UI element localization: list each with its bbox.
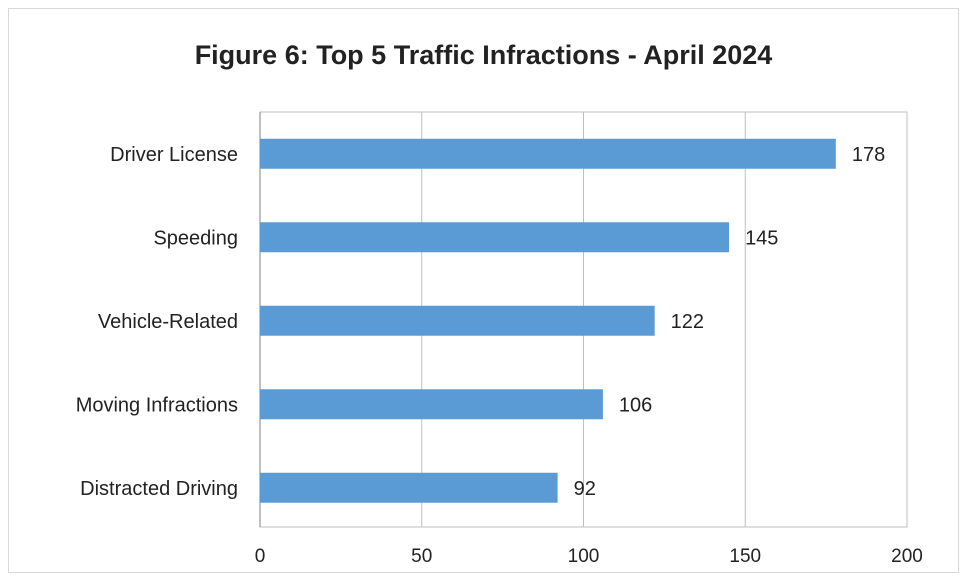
category-label: Moving Infractions bbox=[76, 394, 238, 416]
bar bbox=[260, 138, 836, 169]
bar bbox=[260, 389, 603, 420]
bar bbox=[260, 222, 730, 253]
data-label: 178 bbox=[852, 144, 885, 166]
chart-title: Figure 6: Top 5 Traffic Infractions - Ap… bbox=[194, 40, 773, 70]
data-label: 92 bbox=[574, 478, 596, 500]
x-tick-label: 0 bbox=[255, 546, 266, 567]
data-label: 122 bbox=[671, 311, 704, 333]
category-label: Driver License bbox=[110, 144, 238, 166]
bar bbox=[260, 472, 558, 503]
category-labels: Driver License Speeding Vehicle-Related Mov… bbox=[76, 144, 238, 500]
bar bbox=[260, 305, 655, 336]
bars bbox=[260, 138, 836, 503]
category-label: Distracted Driving bbox=[80, 478, 238, 500]
x-tick-label: 150 bbox=[729, 546, 761, 567]
data-labels: 178 145 122 106 92 bbox=[574, 144, 886, 500]
data-label: 145 bbox=[745, 227, 778, 249]
category-label: Speeding bbox=[153, 227, 238, 249]
data-label: 106 bbox=[619, 394, 652, 416]
x-tick-label: 50 bbox=[411, 546, 432, 567]
x-tick-label: 200 bbox=[891, 546, 923, 567]
category-label: Vehicle-Related bbox=[98, 311, 238, 333]
x-tick-label: 100 bbox=[568, 546, 600, 567]
x-axis-ticks: 0 50 100 150 200 bbox=[255, 546, 923, 567]
